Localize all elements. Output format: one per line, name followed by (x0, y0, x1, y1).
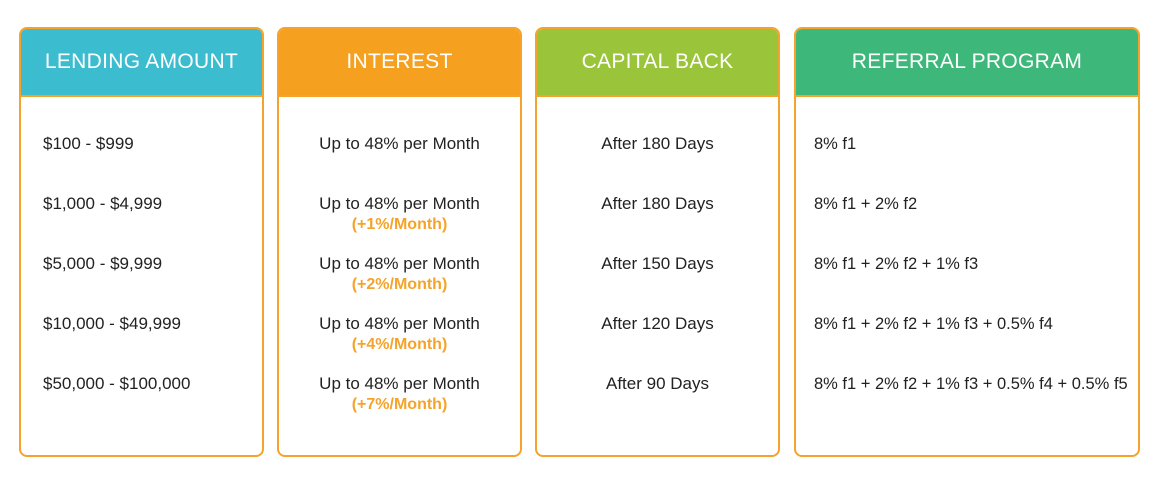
capital-back-value: After 120 Days (601, 314, 714, 333)
table-row: Up to 48% per Month (+1%/Month) (279, 193, 520, 235)
capital-back-value: After 90 Days (606, 374, 709, 393)
table-row: 8% f1 + 2% f2 (796, 193, 1138, 215)
interest-rate: Up to 48% per Month (319, 314, 480, 333)
interest-bonus: (+7%/Month) (351, 396, 448, 413)
capital-back-card: CAPITAL BACK After 180 Days After 180 Da… (535, 27, 780, 457)
table-row: 8% f1 + 2% f2 + 1% f3 (796, 253, 1138, 275)
table-row: After 180 Days (537, 133, 778, 155)
capital-back-value: After 180 Days (601, 194, 714, 213)
lending-amount-value: $50,000 - $100,000 (43, 374, 191, 393)
capital-back-title: CAPITAL BACK (581, 50, 734, 73)
referral-value: 8% f1 + 2% f2 + 1% f3 (814, 255, 979, 273)
capital-back-value: After 180 Days (601, 134, 714, 153)
table-row: 8% f1 + 2% f2 + 1% f3 + 0.5% f4 (796, 313, 1138, 335)
lending-amount-value: $10,000 - $49,999 (43, 314, 182, 333)
lending-amount-value: $100 - $999 (43, 134, 134, 153)
referral-value: 8% f1 + 2% f2 + 1% f3 + 0.5% f4 (814, 315, 1053, 333)
referral-value: 8% f1 + 2% f2 + 1% f3 + 0.5% f4 + 0.5% f… (814, 375, 1128, 393)
interest-rate: Up to 48% per Month (319, 194, 480, 213)
lending-amount-value: $1,000 - $4,999 (43, 194, 163, 213)
table-row: 8% f1 + 2% f2 + 1% f3 + 0.5% f4 + 0.5% f… (796, 373, 1138, 395)
interest-rate: Up to 48% per Month (319, 374, 480, 393)
referral-program-card: REFERRAL PROGRAM 8% f1 8% f1 + 2% f2 8% … (794, 27, 1140, 457)
interest-rate: Up to 48% per Month (319, 134, 480, 153)
interest-card: INTEREST Up to 48% per Month Up to 48% p… (277, 27, 522, 457)
lending-amount-header: LENDING AMOUNT (21, 29, 262, 97)
table-row: After 180 Days (537, 193, 778, 215)
capital-back-value: After 150 Days (601, 254, 714, 273)
interest-rate: Up to 48% per Month (319, 254, 480, 273)
interest-title: INTEREST (346, 50, 453, 73)
table-row: After 150 Days (537, 253, 778, 275)
table-row: Up to 48% per Month (279, 133, 520, 155)
table-row: 8% f1 (796, 133, 1138, 155)
interest-bonus: (+4%/Month) (351, 336, 448, 353)
table-row: Up to 48% per Month (+4%/Month) (279, 313, 520, 355)
table-row: After 120 Days (537, 313, 778, 335)
capital-back-header: CAPITAL BACK (537, 29, 778, 97)
referral-value: 8% f1 + 2% f2 (814, 195, 918, 213)
interest-bonus: (+2%/Month) (351, 276, 448, 293)
referral-value: 8% f1 (814, 135, 857, 153)
table-row: $5,000 - $9,999 (21, 253, 262, 275)
lending-amount-value: $5,000 - $9,999 (43, 254, 163, 273)
table-row: Up to 48% per Month (+7%/Month) (279, 373, 520, 415)
table-row: $50,000 - $100,000 (21, 373, 262, 395)
table-row: After 90 Days (537, 373, 778, 395)
table-row: $10,000 - $49,999 (21, 313, 262, 335)
interest-bonus: (+1%/Month) (351, 216, 448, 233)
lending-amount-title: LENDING AMOUNT (44, 50, 239, 73)
lending-amount-card: LENDING AMOUNT $100 - $999 $1,000 - $4,9… (19, 27, 264, 457)
interest-header: INTEREST (279, 29, 520, 97)
table-row: $1,000 - $4,999 (21, 193, 262, 215)
referral-program-header: REFERRAL PROGRAM (796, 29, 1138, 97)
table-row: $100 - $999 (21, 133, 262, 155)
table-row: Up to 48% per Month (+2%/Month) (279, 253, 520, 295)
referral-program-title: REFERRAL PROGRAM (851, 50, 1083, 73)
